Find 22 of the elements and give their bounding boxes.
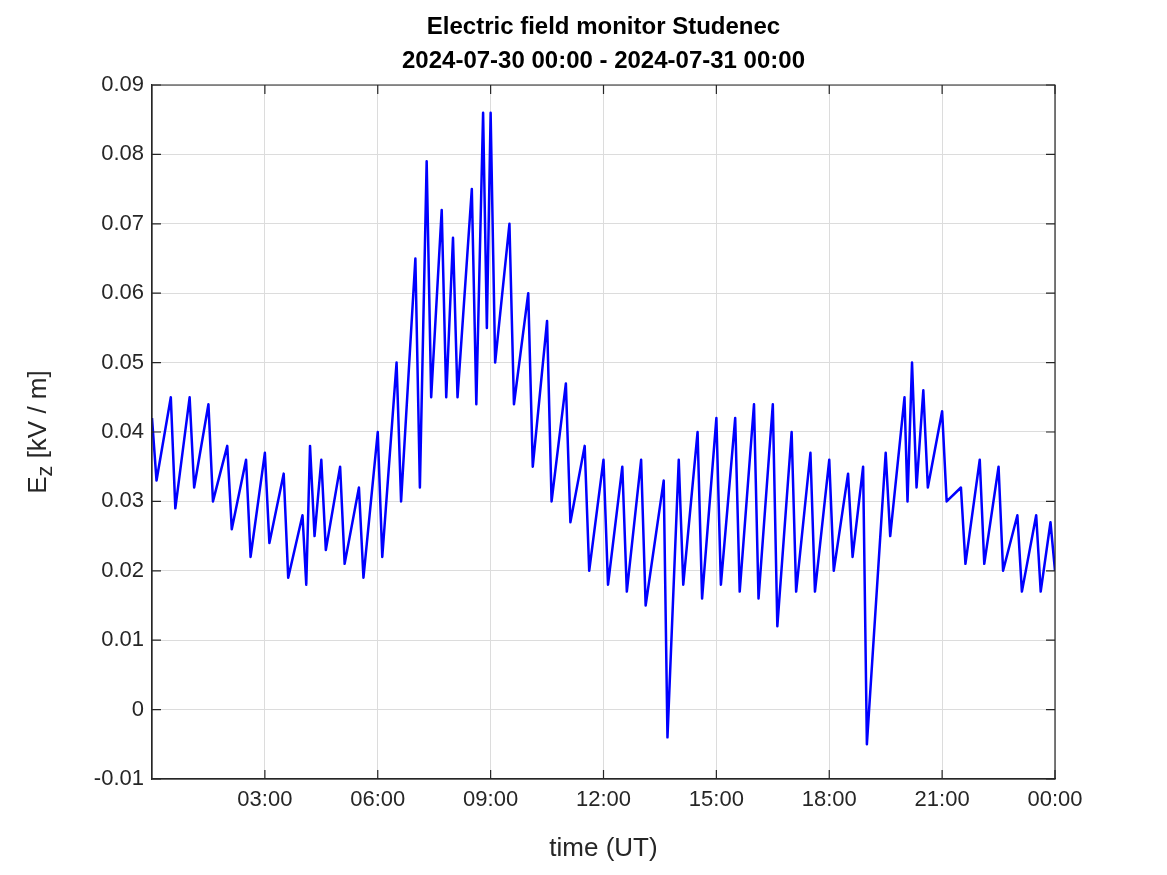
x-tick-label: 18:00 xyxy=(801,786,857,812)
y-tick-label: 0.02 xyxy=(101,556,144,582)
x-tick-label: 15:00 xyxy=(688,786,744,812)
x-tick-label: 12:00 xyxy=(575,786,632,812)
x-tick-label: 09:00 xyxy=(463,786,519,812)
y-tick-label: 0.08 xyxy=(101,140,144,166)
y-tick-label: 0.06 xyxy=(101,279,144,305)
y-tick-label: 0 xyxy=(131,695,144,721)
x-tick-label: 00:00 xyxy=(1027,786,1083,812)
chart-title: Electric field monitor Studenec xyxy=(425,12,782,40)
y-tick-label: -0.01 xyxy=(93,765,144,791)
y-tick-label: 0.04 xyxy=(101,418,144,444)
x-tick-label: 03:00 xyxy=(237,786,293,812)
y-tick-label: 0.07 xyxy=(101,209,144,235)
y-tick-label: 0.03 xyxy=(101,487,144,513)
x-tick-label: 06:00 xyxy=(350,786,406,812)
y-tick-label: 0.09 xyxy=(101,71,144,97)
x-axis-title: time (UT) xyxy=(548,832,659,863)
chart-subtitle: 2024-07-30 00:00 - 2024-07-31 00:00 xyxy=(401,46,806,74)
x-tick-label: 21:00 xyxy=(914,786,970,812)
y-tick-label: 0.05 xyxy=(101,348,144,374)
y-tick-label: 0.01 xyxy=(101,626,144,652)
